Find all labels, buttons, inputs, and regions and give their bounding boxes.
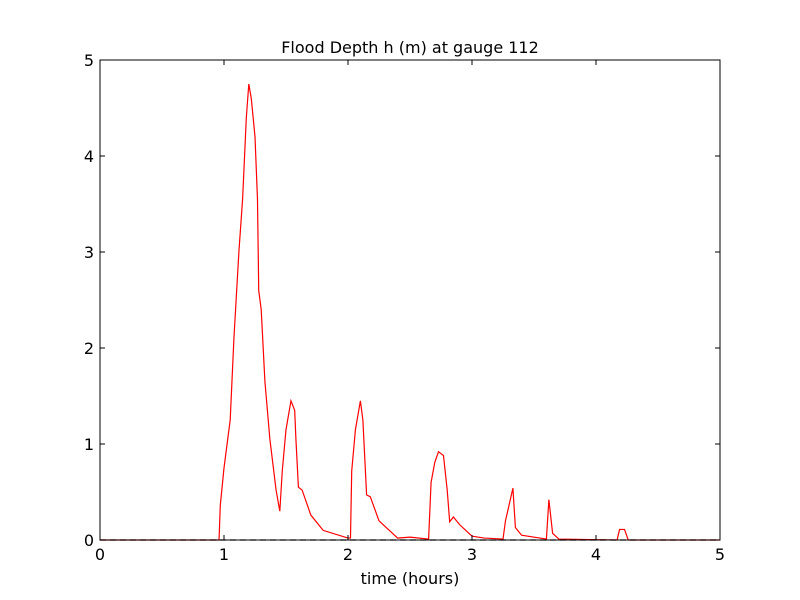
y-tick-label: 3 [84, 243, 94, 262]
chart-title: Flood Depth h (m) at gauge 112 [281, 38, 539, 57]
x-tick-label: 2 [343, 545, 353, 564]
x-tick-label: 3 [467, 545, 477, 564]
x-tick-label: 1 [219, 545, 229, 564]
y-tick-label: 4 [84, 147, 94, 166]
y-tick-label: 2 [84, 339, 94, 358]
x-axis-label: time (hours) [361, 569, 460, 588]
y-tick-label: 5 [84, 51, 94, 70]
x-tick-label: 5 [715, 545, 725, 564]
y-tick-label: 0 [84, 531, 94, 550]
x-tick-label: 4 [591, 545, 601, 564]
x-tick-label: 0 [95, 545, 105, 564]
y-tick-label: 1 [84, 435, 94, 454]
data-line [100, 83, 720, 541]
plot-frame [99, 59, 721, 541]
